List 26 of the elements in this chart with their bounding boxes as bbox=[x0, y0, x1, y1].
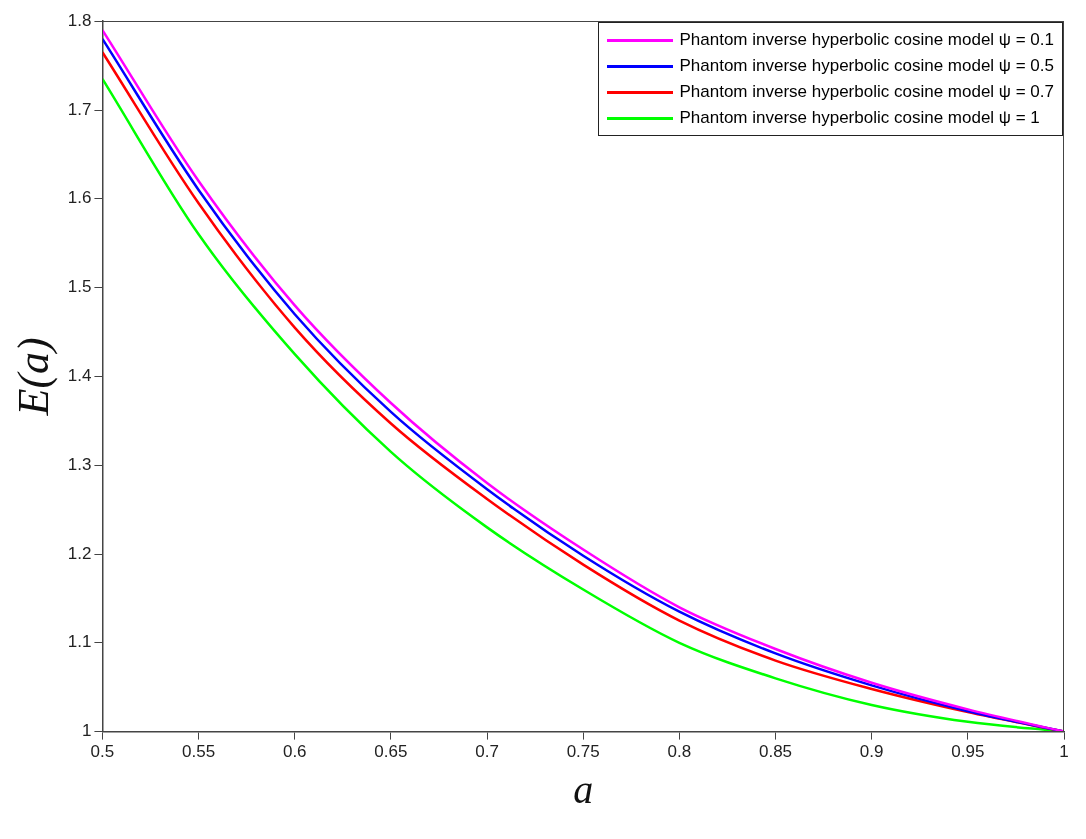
x-tick-label: 0.5 bbox=[90, 742, 115, 762]
y-tick-label: 1.7 bbox=[67, 99, 92, 119]
legend-label: Phantom inverse hyperbolic cosine model ψ = 0.5 bbox=[679, 56, 1054, 77]
x-tick-label: 1 bbox=[1059, 742, 1069, 762]
x-axis-title: a bbox=[573, 766, 594, 812]
y-tick-label: 1.5 bbox=[67, 277, 92, 297]
x-tick-label: 0.95 bbox=[951, 742, 985, 762]
y-tick-label: 1.2 bbox=[67, 543, 92, 563]
legend-label: Phantom inverse hyperbolic cosine model ψ = 0.1 bbox=[679, 30, 1054, 51]
y-tick-label: 1 bbox=[81, 721, 92, 741]
legend-label: Phantom inverse hyperbolic cosine model ψ = 1 bbox=[679, 108, 1040, 129]
x-tick-label: 0.8 bbox=[667, 742, 692, 762]
x-tick-label: 0.65 bbox=[374, 742, 408, 762]
y-axis-title: E(a) bbox=[8, 337, 58, 417]
legend-label: Phantom inverse hyperbolic cosine model ψ = 0.7 bbox=[679, 82, 1054, 103]
x-tick-label: 0.85 bbox=[758, 742, 793, 762]
x-tick-label: 0.9 bbox=[859, 742, 884, 762]
y-tick-label: 1.4 bbox=[67, 366, 92, 386]
x-tick-label: 0.7 bbox=[475, 742, 499, 762]
x-tick-label: 0.75 bbox=[566, 742, 600, 762]
y-tick-label: 1.8 bbox=[67, 10, 92, 30]
x-tick-label: 0.6 bbox=[282, 742, 307, 762]
x-tick-label: 0.55 bbox=[182, 742, 216, 762]
y-tick-label: 1.3 bbox=[67, 454, 92, 474]
y-tick-label: 1.1 bbox=[67, 632, 92, 652]
y-tick-label: 1.6 bbox=[67, 188, 92, 208]
